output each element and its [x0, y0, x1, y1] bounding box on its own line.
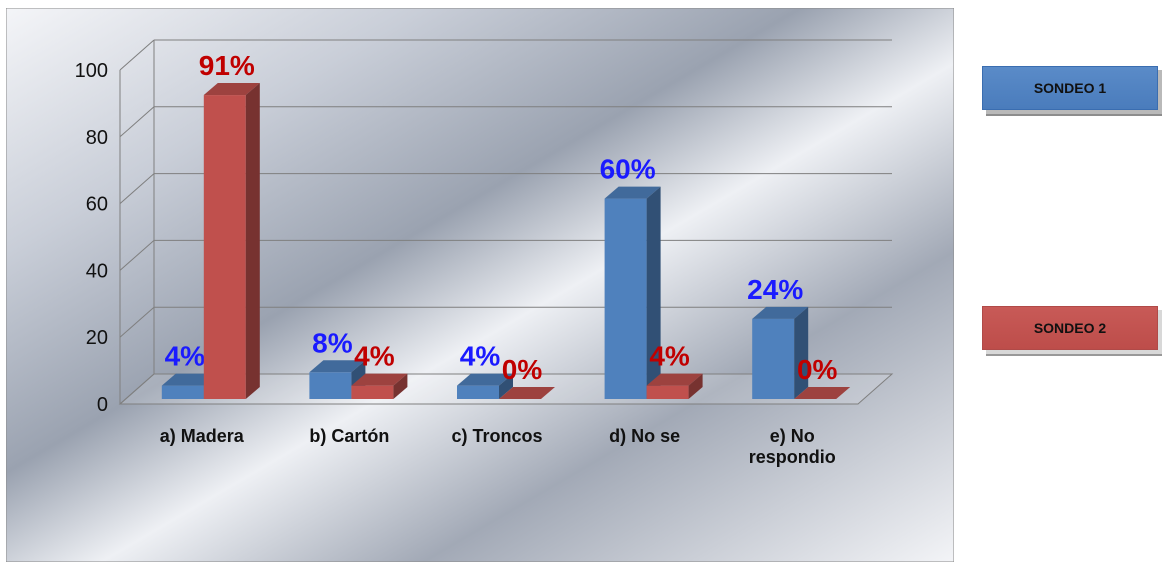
bar-top-2 — [499, 387, 555, 399]
bar-front-1 — [161, 385, 204, 399]
gridline-depth — [119, 240, 155, 271]
data-label: 91% — [199, 50, 255, 81]
y-tick-label: 40 — [86, 260, 108, 282]
gridline-depth — [119, 39, 155, 71]
legend-sondeo-2: SONDEO 2 — [982, 306, 1158, 350]
bar-front-2 — [351, 385, 394, 399]
bar-side-2 — [245, 83, 260, 399]
bar-top-1 — [604, 186, 661, 199]
x-tick-label: c) Troncos — [451, 426, 542, 446]
y-tick-label: 100 — [75, 60, 108, 82]
legend-sondeo-1-label: SONDEO 1 — [1033, 80, 1107, 96]
bar-side-2 — [688, 373, 703, 399]
bar-front-1 — [604, 198, 647, 399]
bar-front-1 — [752, 318, 795, 399]
chart-background — [6, 8, 954, 562]
y-tick-label: 20 — [86, 327, 108, 349]
bar-front-1 — [309, 372, 352, 399]
bar-top-2 — [351, 373, 408, 386]
x-tick-label: e) No — [770, 426, 815, 446]
bar-top-1 — [457, 373, 513, 386]
data-label: 4% — [165, 341, 206, 372]
x-tick-label: d) No se — [609, 426, 680, 446]
bar-side-1 — [794, 306, 809, 399]
bar-top-2 — [203, 83, 260, 96]
y-tick-label: 60 — [86, 194, 108, 216]
bar-top-2 — [646, 373, 703, 386]
bar-front-1 — [457, 385, 499, 399]
data-label: 0% — [797, 354, 838, 385]
y-tick-label: 80 — [86, 127, 108, 149]
bar-front-2 — [203, 95, 246, 399]
bar-top-1 — [309, 360, 366, 373]
bar-top-1 — [752, 306, 809, 319]
gridline-depth — [119, 306, 155, 338]
data-label: 24% — [747, 274, 803, 305]
x-tick-label: a) Madera — [160, 426, 245, 446]
legend-sondeo-2-label: SONDEO 2 — [1033, 320, 1107, 336]
data-label: 4% — [354, 341, 395, 372]
gridline-depth — [119, 106, 155, 138]
data-label: 4% — [649, 341, 690, 372]
chart-area: 0 20 40 60 80 100 4% 91% a) Madera 8% 4% b) Cartón 4… — [6, 8, 954, 562]
bar-side-1 — [646, 186, 661, 399]
data-label: 4% — [460, 341, 501, 372]
bar-side-2 — [393, 373, 408, 399]
y-tick-label: 0 — [97, 394, 108, 416]
gridline-depth — [119, 173, 155, 204]
gridline-depth — [119, 373, 155, 405]
data-label: 0% — [502, 354, 543, 385]
bar-side-1 — [499, 373, 513, 399]
legend-sondeo-1: SONDEO 1 — [982, 66, 1158, 110]
bar-front-2 — [646, 385, 689, 399]
x-tick-label: respondio — [749, 447, 836, 467]
data-label: 60% — [600, 154, 656, 185]
x-tick-label: b) Cartón — [309, 426, 389, 446]
bar-top-2 — [794, 387, 851, 399]
data-label: 8% — [312, 327, 353, 358]
